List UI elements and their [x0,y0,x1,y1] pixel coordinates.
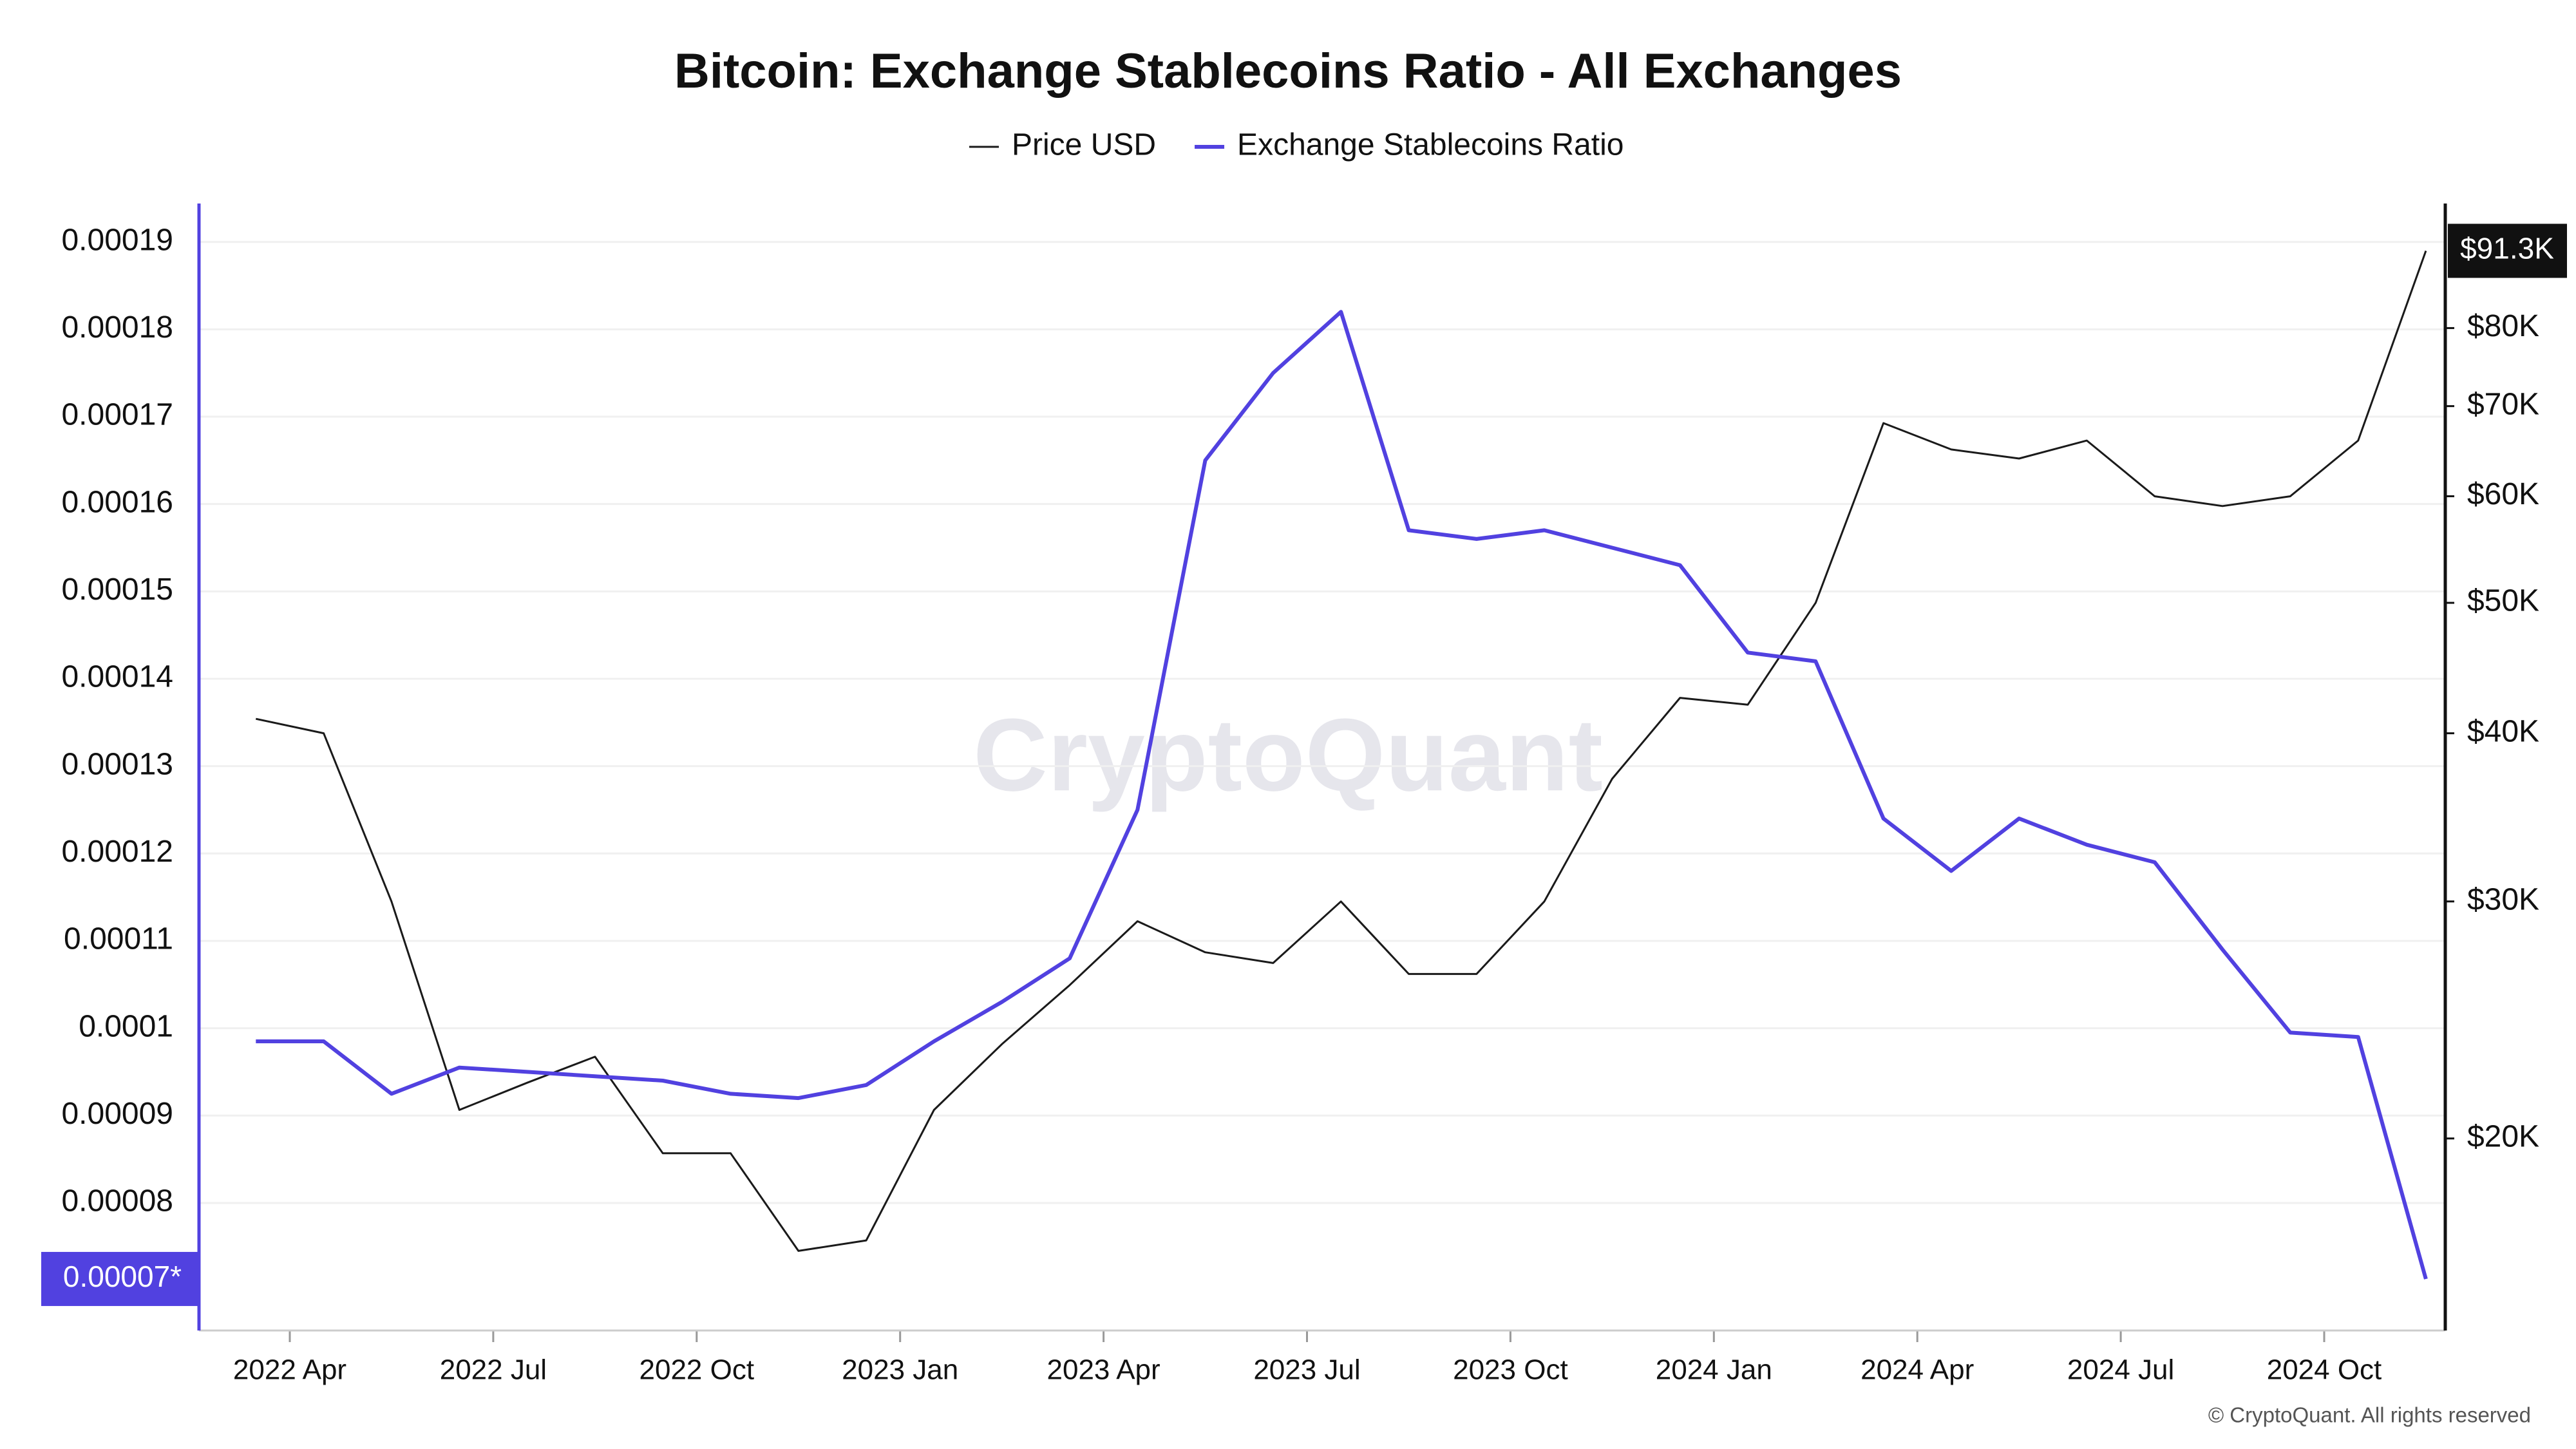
y-tick-label: 0.00008 [61,1184,173,1218]
y-tick-label: 0.00017 [61,398,173,432]
y-tick-label: 0.00016 [61,485,173,519]
legend-label: Exchange Stablecoins Ratio [1237,128,1624,162]
copyright: © CryptoQuant. All rights reserved [2208,1403,2531,1427]
current-value-label: 0.00007* [63,1260,182,1293]
x-tick-label: 2024 Oct [2267,1354,2382,1386]
y2-tick-label: $30K [2467,882,2539,916]
y2-tick-label: $40K [2467,714,2539,748]
y2-tick-label: $60K [2467,477,2539,511]
y2-tick-label: $70K [2467,387,2539,421]
x-tick-label: 2022 Oct [639,1354,755,1386]
current-value-box [41,1251,199,1306]
x-tick-label: 2022 Apr [233,1354,346,1386]
x-tick-label: 2024 Jul [2067,1354,2174,1386]
y-tick-label: 0.00012 [61,835,173,869]
series-line [255,250,2427,1252]
watermark: CryptoQuant [973,697,1603,812]
y-tick-label: 0.00009 [61,1097,173,1131]
series-line [256,310,2428,1280]
x-tick-label: 2023 Jul [1253,1354,1360,1386]
chart-title: Bitcoin: Exchange Stablecoins Ratio - Al… [674,44,1902,99]
y-tick-label: 0.0001 [79,1009,173,1043]
y-tick-label: 0.00014 [61,660,173,694]
current-value-label: $91.3K [2460,232,2554,265]
legend-label: Price USD [1012,128,1156,162]
y-tick-label: 0.00019 [61,223,173,257]
x-tick-label: 2023 Oct [1453,1354,1568,1386]
x-tick-label: 2022 Jul [440,1354,547,1386]
current-value-box [2448,223,2567,278]
x-tick-label: 2023 Apr [1047,1354,1160,1386]
y2-tick-label: $80K [2467,309,2539,343]
y-tick-label: 0.00018 [61,310,173,345]
x-tick-label: 2024 Jan [1656,1354,1772,1386]
y-tick-label: 0.00015 [61,573,173,607]
y-tick-label: 0.00013 [61,747,173,781]
y2-tick-label: $50K [2467,584,2539,618]
y2-tick-label: $20K [2467,1119,2539,1153]
y-tick-label: 0.00011 [64,922,173,956]
x-tick-label: 2023 Jan [842,1354,958,1386]
x-tick-label: 2024 Apr [1861,1354,1974,1386]
